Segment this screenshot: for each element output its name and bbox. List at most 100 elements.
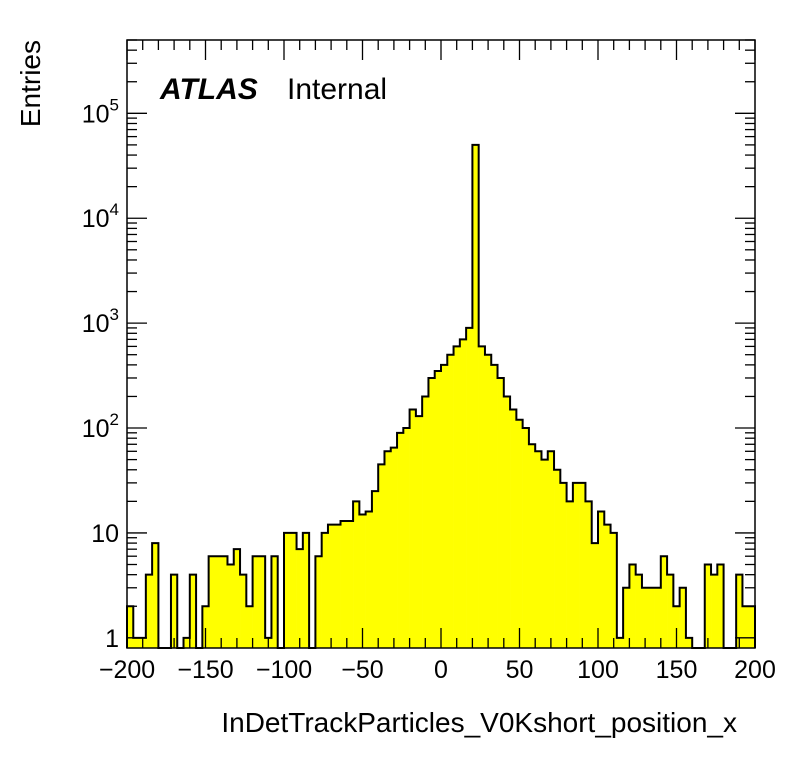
histogram-bar bbox=[623, 587, 630, 648]
histogram-bar bbox=[359, 514, 366, 648]
x-tick-label: 0 bbox=[434, 656, 448, 684]
histogram-bar bbox=[252, 556, 260, 648]
histogram-bar bbox=[472, 144, 479, 648]
histogram-bar bbox=[152, 543, 159, 648]
histogram-bar bbox=[422, 396, 429, 648]
histogram-bar bbox=[133, 637, 140, 648]
histogram-bar bbox=[334, 524, 341, 648]
histogram-bar bbox=[685, 637, 693, 648]
histogram-bar bbox=[610, 532, 618, 648]
histogram-bar bbox=[748, 606, 756, 648]
histogram-bar bbox=[667, 574, 674, 648]
histogram-bar bbox=[214, 556, 222, 648]
histogram-bar bbox=[447, 354, 454, 648]
histogram-bar bbox=[183, 637, 191, 648]
histogram-bar bbox=[340, 520, 348, 648]
histogram-bar bbox=[371, 491, 379, 648]
x-tick-label: −100 bbox=[256, 656, 312, 684]
histogram-bar bbox=[271, 556, 279, 648]
internal-label: Internal bbox=[287, 73, 387, 106]
histogram-bar bbox=[742, 606, 750, 648]
histogram-bar bbox=[528, 444, 536, 648]
histogram-bar bbox=[397, 432, 404, 648]
histogram-bar bbox=[466, 327, 473, 648]
histogram-bar bbox=[503, 396, 511, 648]
histogram-outline bbox=[126, 143, 756, 649]
histogram-bar bbox=[145, 574, 153, 648]
y-tick-labels: 1 10 102 103 104 105 bbox=[82, 95, 119, 653]
histogram-bar bbox=[384, 451, 392, 648]
y-tick-label: 105 bbox=[82, 95, 119, 128]
histogram-bar bbox=[585, 501, 593, 648]
histogram-bar bbox=[302, 532, 310, 648]
histogram-bar bbox=[327, 524, 335, 648]
axis-ticks bbox=[126, 39, 756, 648]
histogram-bar bbox=[127, 606, 134, 648]
histogram-bar bbox=[403, 428, 410, 648]
histogram-bar bbox=[736, 574, 743, 648]
histogram-bar bbox=[510, 409, 517, 648]
histogram-bar bbox=[170, 574, 178, 648]
histogram-bar bbox=[409, 409, 417, 648]
histogram-bar bbox=[660, 556, 668, 648]
histogram-bar bbox=[233, 549, 241, 648]
histogram-bar bbox=[497, 377, 505, 648]
histogram-bar bbox=[246, 606, 253, 648]
histogram-bar bbox=[189, 574, 197, 648]
histogram-bar bbox=[535, 451, 542, 648]
histogram-bar bbox=[604, 524, 611, 648]
histogram-bar bbox=[598, 511, 605, 648]
histogram-bar bbox=[654, 587, 662, 648]
histogram-bar bbox=[415, 416, 423, 648]
histogram-bar bbox=[227, 564, 235, 648]
x-tick-label: 100 bbox=[577, 656, 619, 684]
y-tick-label: 10 bbox=[91, 520, 119, 548]
x-axis-title: InDetTrackParticles_V0Kshort_position_x bbox=[221, 707, 737, 738]
x-tick-label: 150 bbox=[656, 656, 698, 684]
histogram-bar bbox=[554, 469, 561, 648]
histogram-bar bbox=[365, 511, 373, 648]
histogram-bar bbox=[202, 606, 209, 648]
histogram-bar bbox=[296, 549, 304, 648]
histogram-bar bbox=[221, 556, 228, 648]
histogram-bar bbox=[629, 564, 636, 648]
histogram-bar bbox=[541, 459, 549, 648]
x-tick-label: 200 bbox=[734, 656, 776, 684]
histogram-bar bbox=[516, 419, 523, 648]
histogram-bar bbox=[641, 587, 649, 648]
x-tick-label: 50 bbox=[506, 656, 534, 684]
histogram-bar bbox=[258, 556, 266, 648]
histogram-bar bbox=[346, 520, 354, 648]
histogram-bar bbox=[459, 339, 467, 648]
x-tick-label: −200 bbox=[99, 656, 155, 684]
histogram-bar bbox=[648, 587, 655, 648]
histogram-bar bbox=[704, 564, 712, 648]
histogram-bar bbox=[491, 364, 498, 648]
histogram-bar bbox=[522, 428, 530, 648]
y-axis-title: Entries bbox=[15, 40, 46, 127]
histogram-bar bbox=[579, 482, 586, 648]
histogram-bar bbox=[717, 564, 724, 648]
x-tick-label: −150 bbox=[177, 656, 233, 684]
y-tick-label: 104 bbox=[82, 200, 119, 233]
histogram-bar bbox=[566, 501, 574, 648]
histogram-bar bbox=[453, 346, 461, 648]
histogram-bar bbox=[290, 532, 297, 648]
histogram-bars bbox=[127, 144, 756, 648]
histogram-bar bbox=[478, 346, 486, 648]
y-tick-label: 1 bbox=[105, 625, 119, 653]
y-tick-label: 102 bbox=[82, 410, 119, 443]
histogram-bar bbox=[560, 482, 567, 648]
histogram-bar bbox=[353, 501, 360, 648]
histogram-bar bbox=[390, 447, 398, 648]
histogram-bar bbox=[434, 370, 442, 648]
histogram-bar bbox=[284, 532, 291, 648]
y-tick-label: 103 bbox=[82, 305, 119, 338]
histogram-bar bbox=[591, 543, 599, 648]
histogram-bar bbox=[240, 574, 247, 648]
histogram-bar bbox=[616, 637, 624, 648]
histogram-bar bbox=[484, 354, 492, 648]
histogram-bar bbox=[378, 464, 385, 648]
x-tick-labels: −200 −150 −100 −50 0 50 100 150 200 bbox=[99, 656, 776, 684]
